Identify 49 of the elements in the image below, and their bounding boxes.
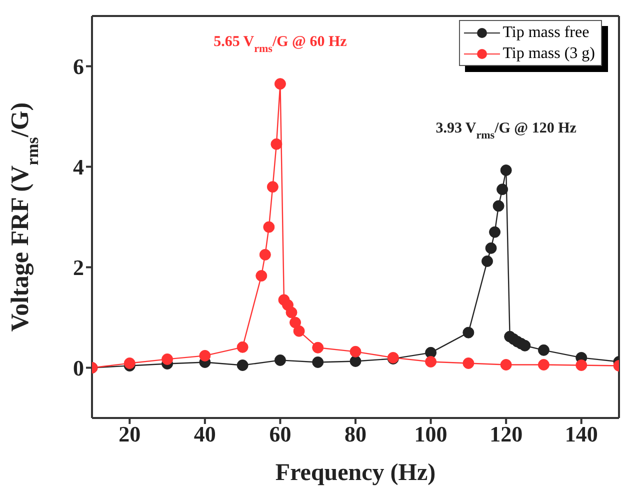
point: [500, 164, 512, 176]
point: [162, 353, 174, 365]
point: [270, 138, 282, 150]
point: [576, 359, 588, 371]
point: [425, 356, 437, 368]
point: [538, 358, 550, 370]
x-tick-label: 120: [490, 422, 523, 447]
point: [286, 306, 298, 318]
point: [462, 326, 474, 338]
point: [538, 344, 550, 356]
legend-label: Tip mass free: [502, 24, 590, 42]
point: [263, 221, 275, 233]
x-tick-label: 140: [564, 422, 598, 447]
x-tick-label: 80: [344, 422, 366, 447]
point: [259, 248, 271, 260]
y-tick-label: 6: [73, 54, 84, 80]
point: [350, 355, 362, 367]
point: [519, 340, 531, 352]
point: [199, 350, 211, 362]
point: [350, 346, 362, 358]
y-tick-label: 0: [73, 356, 84, 381]
x-tick-label: 20: [118, 422, 141, 447]
point: [492, 200, 504, 212]
point: [266, 181, 278, 193]
point: [293, 325, 305, 337]
point: [290, 316, 302, 328]
x-tick-label: 40: [194, 422, 216, 447]
point: [462, 357, 474, 369]
point: [496, 184, 508, 196]
point: [124, 357, 136, 369]
legend-label: Tip mass (3 g): [502, 44, 595, 62]
point: [500, 358, 512, 370]
y-tick-label: 4: [73, 154, 84, 180]
point: [312, 342, 324, 354]
point: [256, 270, 268, 282]
point: [485, 242, 497, 254]
annotation: 5.65 V$_{rms}$/G @ 60 Hz: [214, 34, 348, 55]
point: [236, 359, 248, 371]
point: [489, 226, 501, 238]
y-tick-label: 2: [73, 255, 84, 280]
point: [274, 354, 286, 366]
point: [274, 78, 286, 90]
point: [312, 356, 324, 368]
x-axis-title: Frequency (Hz): [275, 460, 436, 486]
x-tick-label: 60: [269, 422, 292, 447]
x-tick-label: 100: [414, 422, 448, 447]
point: [482, 255, 493, 267]
annotation: 3.93 V$_{rms}$/G @ 120 Hz: [436, 120, 577, 142]
point: [236, 341, 248, 353]
